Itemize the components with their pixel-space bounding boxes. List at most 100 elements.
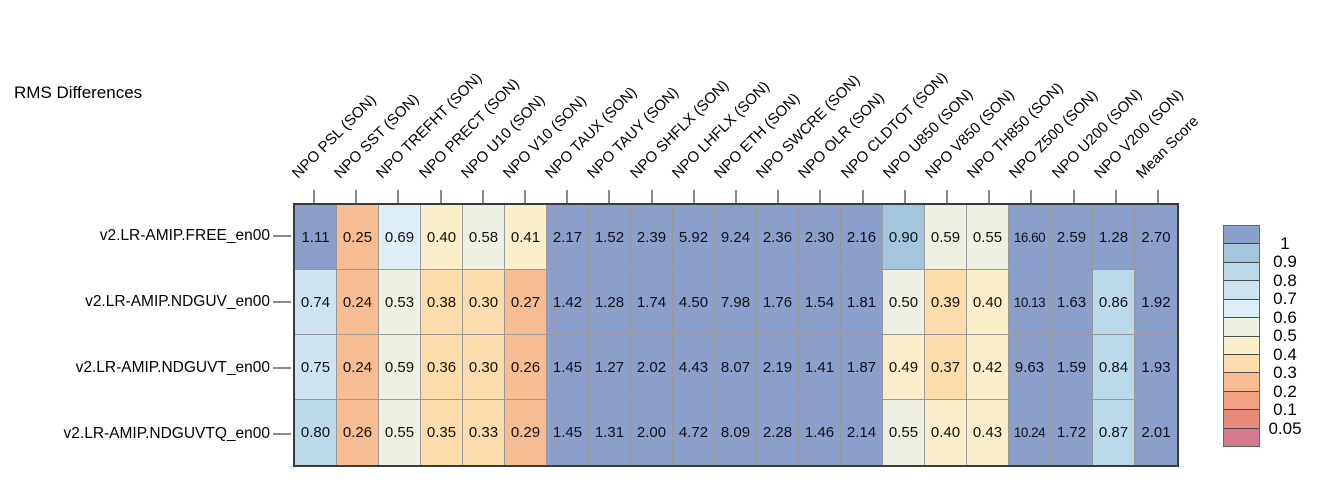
- column-tick: [355, 190, 358, 203]
- heatmap-grid: 1.11 0.25 0.69 0.40 0.58 0.41 2.17 1.52 2.39 5.92…: [293, 203, 1179, 467]
- row-tick: [273, 367, 291, 369]
- heatmap-cell: 10.13: [1009, 270, 1051, 335]
- heatmap-cell: 10.24: [1009, 400, 1051, 465]
- column-tick: [903, 190, 906, 203]
- heatmap-cell: 2.01: [1135, 400, 1177, 465]
- heatmap-cell: 4.43: [673, 335, 715, 400]
- heatmap-cell: 0.59: [379, 335, 421, 400]
- heatmap-cell: 0.58: [463, 205, 505, 270]
- heatmap-cell: 4.50: [673, 270, 715, 335]
- heatmap-cell: 1.28: [1093, 205, 1135, 270]
- heatmap-cell: 0.75: [295, 335, 337, 400]
- heatmap-cell: 4.72: [673, 400, 715, 465]
- column-tick: [945, 190, 948, 203]
- column-tick: [397, 190, 400, 203]
- heatmap-cell: 0.80: [295, 400, 337, 465]
- heatmap-cell: 1.81: [841, 270, 883, 335]
- column-tick: [1030, 190, 1033, 203]
- heatmap-cell: 1.27: [589, 335, 631, 400]
- heatmap-cell: 1.87: [841, 335, 883, 400]
- heatmap-cell: 0.30: [463, 335, 505, 400]
- heatmap-cell: 1.28: [589, 270, 631, 335]
- row-tick: [273, 301, 291, 303]
- colorbar-tick-label: 0.6: [1273, 307, 1297, 327]
- heatmap-cell: 1.42: [547, 270, 589, 335]
- colorbar-band: [1224, 390, 1259, 410]
- heatmap-cell: 2.28: [757, 400, 799, 465]
- heatmap-cell: 0.74: [295, 270, 337, 335]
- heatmap-cell: 0.90: [883, 205, 925, 270]
- heatmap-cell: 2.59: [1051, 205, 1093, 270]
- column-tick: [481, 190, 484, 203]
- heatmap-cell: 0.84: [1093, 335, 1135, 400]
- column-tick: [861, 190, 864, 203]
- heatmap-cell: 0.55: [379, 400, 421, 465]
- heatmap-cell: 0.40: [925, 400, 967, 465]
- heatmap-cell: 2.70: [1135, 205, 1177, 270]
- heatmap-cell: 0.25: [337, 205, 379, 270]
- colorbar-tick-label: 0.3: [1273, 363, 1297, 382]
- heatmap-cell: 1.11: [295, 205, 337, 270]
- heatmap-cell: 0.37: [925, 335, 967, 400]
- colorbar-tick-label: 1: [1280, 233, 1290, 253]
- heatmap-cell: 0.26: [505, 335, 547, 400]
- heatmap-cell: 2.14: [841, 400, 883, 465]
- heatmap-cell: 0.55: [967, 205, 1009, 270]
- colorbar-tick-label: 0.7: [1273, 289, 1297, 308]
- colorbar-band: [1224, 261, 1259, 281]
- heatmap-cell: 0.42: [967, 335, 1009, 400]
- heatmap-cell: 1.93: [1135, 335, 1177, 400]
- heatmap-cell: 1.63: [1051, 270, 1093, 335]
- colorbar-band: [1224, 280, 1259, 299]
- heatmap-cell: 0.41: [505, 205, 547, 270]
- colorbar-tick-label: 0.2: [1273, 381, 1297, 401]
- heatmap-cell: 16.60: [1009, 205, 1051, 270]
- colorbar-band: [1224, 409, 1259, 428]
- colorbar: [1223, 225, 1260, 447]
- colorbar-band: [1224, 335, 1259, 354]
- colorbar-band: [1224, 298, 1259, 318]
- heatmap-cell: 1.45: [547, 400, 589, 465]
- heatmap-cell: 0.40: [967, 270, 1009, 335]
- heatmap-cell: 5.92: [673, 205, 715, 270]
- heatmap-cell: 1.41: [799, 335, 841, 400]
- colorbar-band: [1224, 317, 1259, 336]
- heatmap-cell: 0.87: [1093, 400, 1135, 465]
- column-tick: [1156, 190, 1159, 203]
- row-label: v2.LR-AMIP.NDGUVT_en00: [75, 359, 270, 376]
- heatmap-cell: 0.86: [1093, 270, 1135, 335]
- heatmap-cell: 0.69: [379, 205, 421, 270]
- heatmap-cell: 9.63: [1009, 335, 1051, 400]
- heatmap-cell: 0.53: [379, 270, 421, 335]
- colorbar-tick-label: 0.1: [1273, 400, 1297, 419]
- column-tick: [313, 190, 316, 203]
- heatmap-cell: 0.50: [883, 270, 925, 335]
- heatmap-cell: 0.26: [337, 400, 379, 465]
- colorbar-band: [1224, 372, 1259, 391]
- heatmap-cell: 0.40: [421, 205, 463, 270]
- column-tick: [1114, 190, 1117, 203]
- heatmap-cell: 0.55: [883, 400, 925, 465]
- heatmap-cell: 1.92: [1135, 270, 1177, 335]
- heatmap-cell: 2.02: [631, 335, 673, 400]
- heatmap-cell: 0.27: [505, 270, 547, 335]
- heatmap-cell: 1.74: [631, 270, 673, 335]
- column-tick: [692, 190, 695, 203]
- heatmap-cell: 1.31: [589, 400, 631, 465]
- colorbar-band: [1224, 427, 1259, 447]
- heatmap-cell: 0.24: [337, 335, 379, 400]
- column-tick: [1072, 190, 1075, 203]
- colorbar-tick-label: 0.05: [1268, 418, 1302, 438]
- column-tick: [439, 190, 442, 203]
- heatmap-cell: 0.24: [337, 270, 379, 335]
- heatmap-cell: 0.39: [925, 270, 967, 335]
- heatmap-cell: 2.36: [757, 205, 799, 270]
- heatmap-cell: 0.43: [967, 400, 1009, 465]
- row-label: v2.LR-AMIP.NDGUVTQ_en00: [63, 425, 270, 442]
- colorbar-band: [1224, 353, 1259, 373]
- row-tick: [273, 433, 291, 435]
- heatmap-cell: 8.09: [715, 400, 757, 465]
- colorbar-tick-label: 0.5: [1273, 326, 1297, 345]
- heatmap-cell: 2.19: [757, 335, 799, 400]
